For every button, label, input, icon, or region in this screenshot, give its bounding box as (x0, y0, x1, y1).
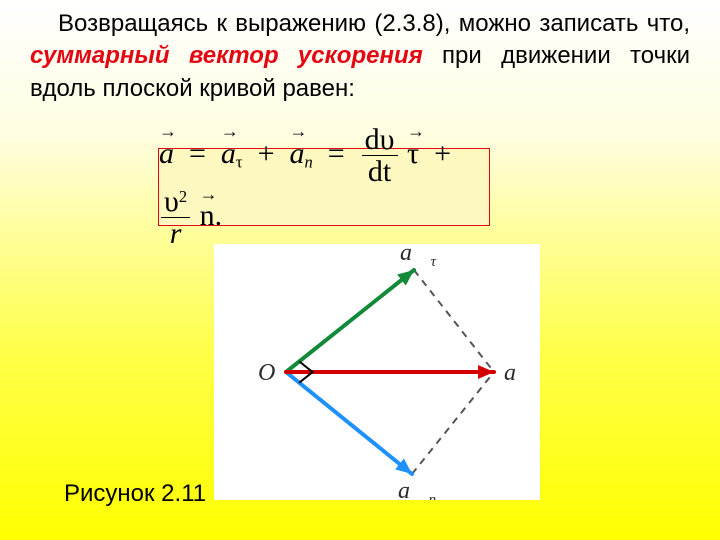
num-v: υ (164, 185, 179, 218)
formula-dot: . (215, 199, 223, 232)
para-part1: Возвращаясь к выражению (2.3.8), можно з… (58, 10, 690, 37)
den-r: r (170, 217, 182, 250)
para-highlight: суммарный вектор ускорения (30, 42, 423, 69)
den-dt: dt (368, 155, 391, 188)
exp-2: 2 (179, 187, 187, 206)
paragraph: Возвращаясь к выражению (2.3.8), можно з… (30, 8, 690, 105)
svg-text:a⃗: a⃗ (504, 360, 535, 386)
svg-text:O: O (258, 360, 275, 386)
num-dv: dυ (365, 123, 395, 156)
figure-caption: Рисунок 2.11 (64, 480, 206, 508)
vector-diagram: Oa⃗τa⃗na⃗ (214, 244, 540, 500)
formula-box: →a = →aτ + →an = dυ dt →τ + υ2 r →n. (158, 148, 490, 226)
formula: →a = →aτ + →an = dυ dt →τ + υ2 r →n. (159, 125, 489, 250)
sub-tau: τ (236, 152, 243, 171)
sub-n: n (304, 152, 312, 171)
